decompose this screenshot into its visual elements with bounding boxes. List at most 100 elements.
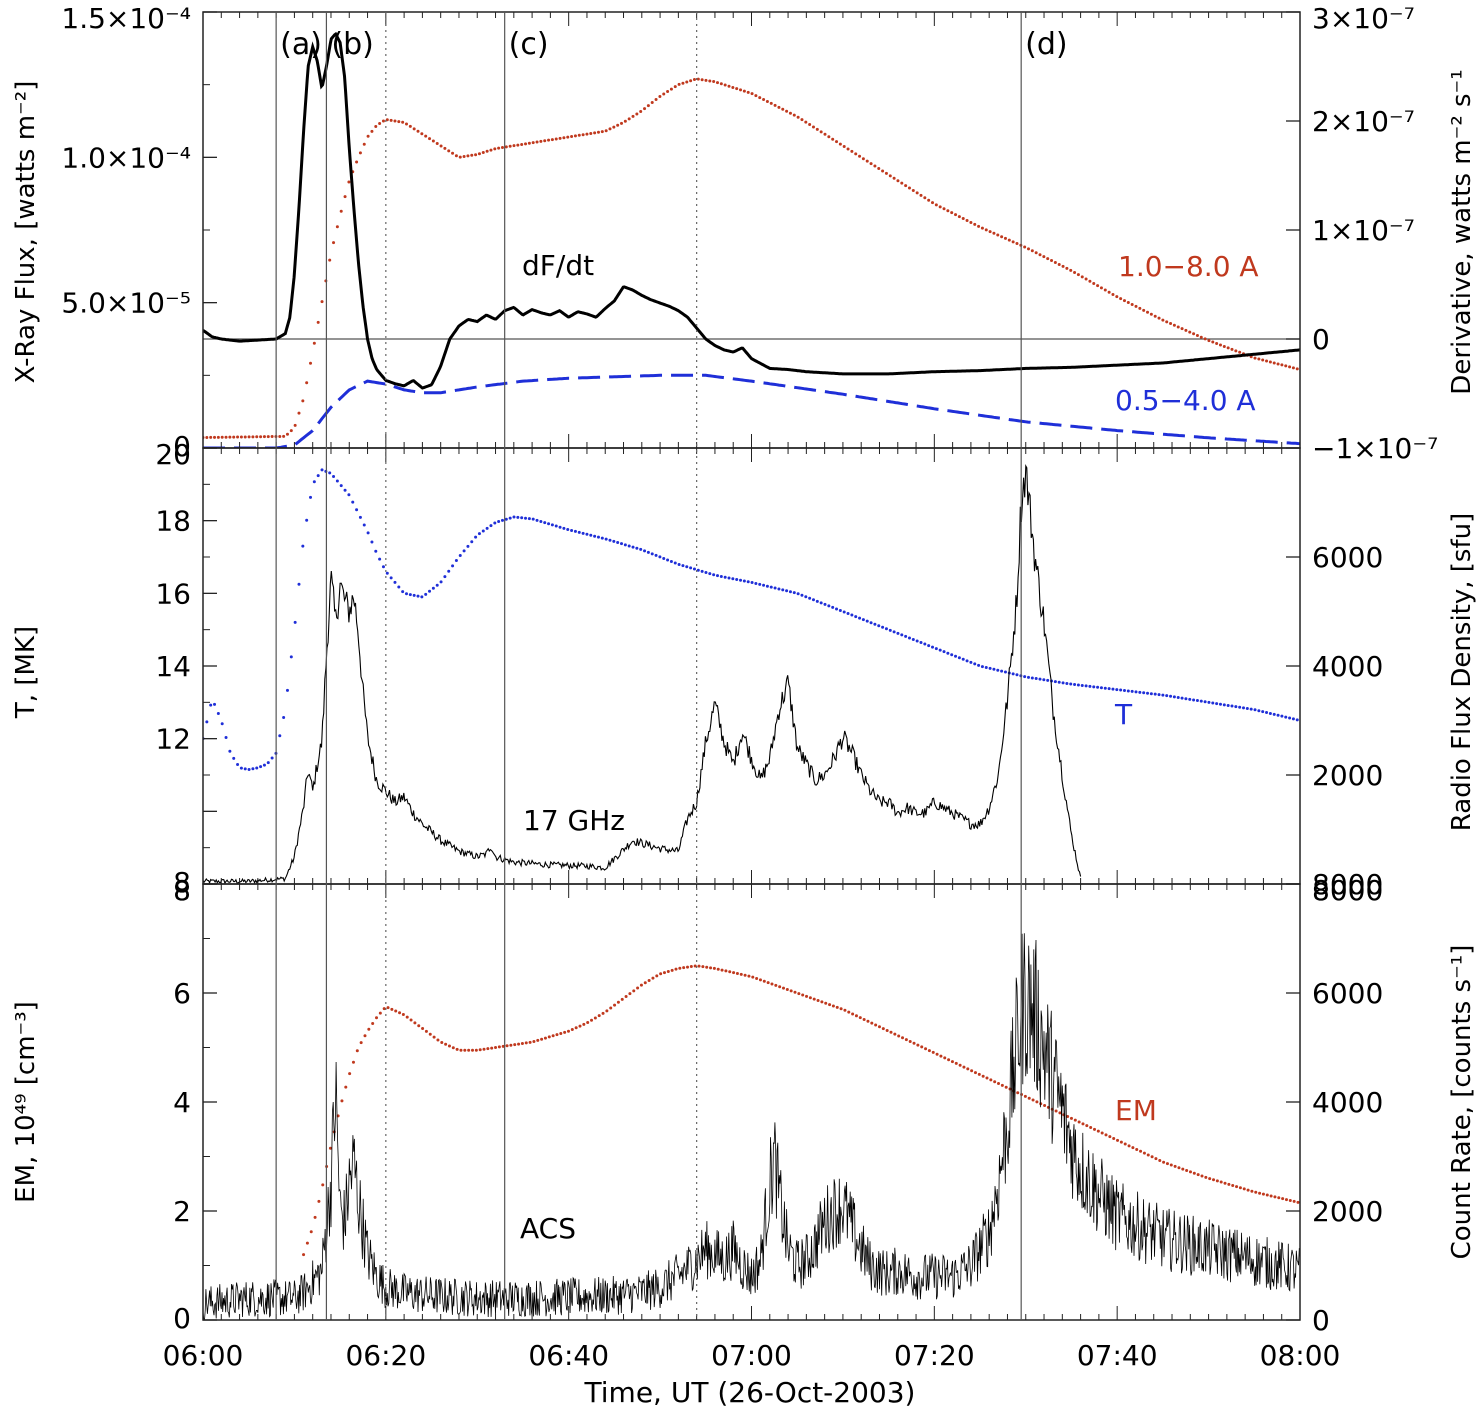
series-t-dot — [1284, 715, 1288, 719]
series-1-0-8-0-a-dot — [1169, 322, 1173, 326]
series-em-dot — [766, 981, 770, 985]
series-em-dot — [1108, 1135, 1112, 1139]
series-1-0-8-0-a-dot — [838, 142, 842, 146]
series-1-0-8-0-a-dot — [1065, 266, 1069, 270]
series-1-0-8-0-a-dot — [704, 78, 708, 82]
series-1-0-8-0-a-dot — [669, 87, 673, 91]
series-t-dot — [1111, 687, 1115, 691]
series-em-dot — [962, 1065, 966, 1069]
series-em-dot — [348, 1072, 352, 1076]
series-em-dot — [924, 1047, 928, 1051]
series-t-dot — [585, 532, 589, 536]
series-1-0-8-0-a-dot — [213, 435, 217, 439]
series-em-dot — [540, 1037, 544, 1041]
series-t-dot — [854, 615, 858, 619]
left-tick-label: 14 — [155, 650, 191, 683]
series-1-0-8-0-a-dot — [792, 113, 796, 117]
series-em-dot — [624, 995, 628, 999]
series-em-dot — [843, 1008, 847, 1012]
series-1-0-8-0-a-dot — [1130, 302, 1134, 306]
series-1-0-8-0-a-dot — [239, 435, 243, 439]
series-t-dot — [881, 625, 885, 629]
series-t-dot — [589, 533, 593, 537]
series-1-0-8-0-a-dot — [570, 135, 574, 139]
series-1-0-8-0-a-dot — [209, 435, 213, 439]
series-1-0-8-0-a-dot — [547, 138, 551, 142]
series-em-dot — [1231, 1183, 1235, 1187]
series-t-dot — [1268, 711, 1272, 715]
series-1-0-8-0-a-dot — [608, 127, 612, 131]
right-tick-label: 4000 — [1312, 1086, 1383, 1119]
series-t-dot — [232, 756, 236, 760]
series-1-0-8-0-a-dot — [815, 127, 819, 131]
series-t-dot — [815, 599, 819, 603]
series-1-0-8-0-a-dot — [896, 179, 900, 183]
series-em-dot — [901, 1036, 905, 1040]
series-1-0-8-0-a-dot — [942, 207, 946, 211]
series-1-0-8-0-a-dot — [881, 169, 885, 173]
series-t-dot — [228, 749, 232, 753]
series-t-dot — [884, 627, 888, 631]
series-em-dot — [1242, 1187, 1246, 1191]
series-1-0-8-0-a-dot — [328, 258, 332, 262]
series-em-dot — [735, 972, 739, 975]
series-t-dot — [604, 537, 608, 541]
series-em-dot — [1077, 1120, 1081, 1124]
series-em-dot — [401, 1012, 405, 1016]
series-t-dot — [762, 583, 766, 587]
series-1-0-8-0-a-dot — [927, 198, 931, 202]
series-t-dot — [1272, 712, 1276, 716]
series-t-dot — [220, 722, 224, 726]
series-em-dot — [378, 1011, 382, 1015]
series-em-dot — [912, 1041, 916, 1045]
series-em-dot — [728, 970, 732, 974]
series-1-0-8-0-a-dot — [562, 136, 566, 140]
series-t-dot — [297, 582, 301, 586]
series-1-0-8-0-a-dot — [516, 143, 520, 147]
series-1-0-8-0-a-dot — [750, 92, 754, 96]
series-1-0-8-0-a-dot — [1034, 251, 1038, 255]
series-em-dot — [1273, 1195, 1277, 1199]
long-band-annotation: 1.0−8.0 A — [1118, 250, 1259, 283]
series-em-dot — [424, 1029, 428, 1033]
series-t-dot — [692, 567, 696, 571]
series-1-0-8-0-a-dot — [282, 434, 286, 438]
series-1-0-8-0-a-line — [203, 77, 1299, 440]
series-1-0-8-0-a-dot — [696, 77, 700, 81]
series-1-0-8-0-a-dot — [412, 127, 416, 131]
series-1-0-8-0-a-dot — [451, 151, 455, 155]
series-1-0-8-0-a-dot — [420, 132, 424, 136]
series-1-0-8-0-a-dot — [293, 423, 297, 427]
series-em-dot — [340, 1099, 344, 1103]
series-t-dot — [1157, 693, 1161, 697]
series-t-dot — [412, 593, 416, 597]
series-t-dot — [1276, 713, 1280, 717]
series-t-dot — [1199, 699, 1203, 703]
series-t-dot — [431, 586, 435, 590]
series-t-dot — [1026, 675, 1030, 679]
series-t-dot — [512, 515, 516, 519]
series-t-dot — [1265, 711, 1269, 715]
series-1-0-8-0-a-dot — [416, 129, 420, 133]
series-t-dot — [888, 628, 892, 632]
series-em-dot — [547, 1035, 551, 1039]
series-em-dot — [751, 975, 755, 979]
series-em-dot — [939, 1054, 943, 1058]
series-t-dot — [907, 636, 911, 640]
series-1-0-8-0-a-dot — [301, 399, 305, 403]
series-em-dot — [405, 1015, 409, 1019]
series-em-dot — [839, 1007, 843, 1011]
series-em-dot — [712, 966, 716, 970]
series-t-dot — [1169, 694, 1173, 698]
series-em-dot — [517, 1042, 521, 1046]
series-em-dot — [1219, 1180, 1223, 1184]
series-1-0-8-0-a-dot — [1011, 240, 1015, 244]
series-1-0-8-0-a-dot — [1061, 264, 1065, 268]
dfdt-annotation: dF/dt — [522, 249, 594, 282]
series-t-dot — [1023, 675, 1027, 679]
series-t-dot — [811, 598, 815, 602]
series-1-0-8-0-a-dot — [251, 435, 255, 439]
series-em-dot — [1031, 1098, 1035, 1102]
series-em-dot — [371, 1022, 375, 1026]
